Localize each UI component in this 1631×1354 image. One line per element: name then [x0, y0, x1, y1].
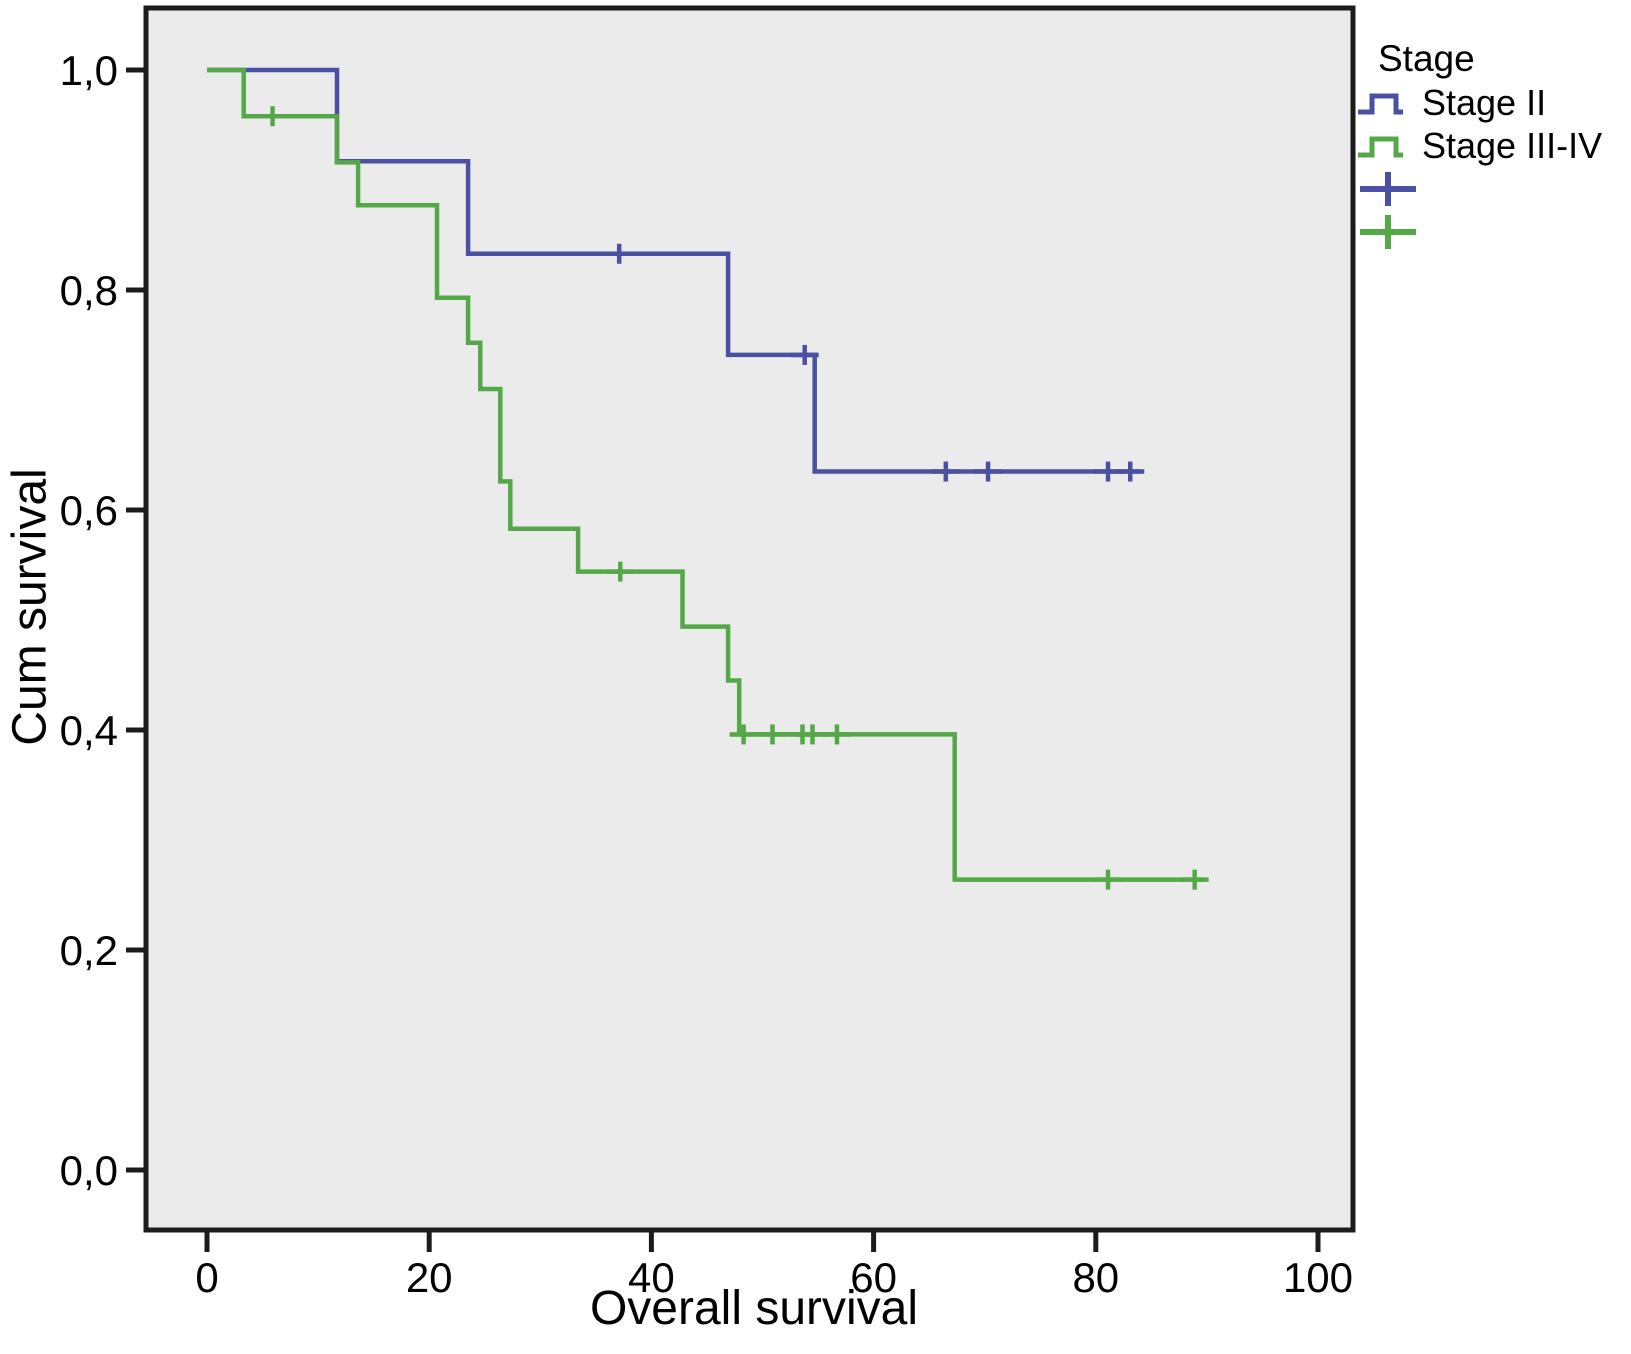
- legend-item-stage-ii: Stage II: [1356, 81, 1631, 124]
- censor-mark: [758, 724, 787, 745]
- censor-mark: [822, 724, 851, 745]
- y-tick-label: 0,4: [60, 707, 118, 754]
- x-tick-label: 20: [406, 1254, 453, 1301]
- censor-mark: [258, 106, 287, 127]
- plus-censor-icon: [1360, 171, 1416, 206]
- legend-item-stage-iii-iv: Stage III-IV: [1356, 124, 1631, 167]
- y-axis-title: Cum survival: [3, 468, 57, 746]
- plot-area: [146, 8, 1353, 1230]
- legend-item-label: Stage III-IV: [1422, 124, 1603, 166]
- y-tick-label: 0,0: [60, 1147, 118, 1194]
- censor-mark: [1116, 461, 1145, 482]
- censor-mark: [798, 724, 827, 745]
- plot-border: [143, 5, 1356, 1233]
- legend-item-stage-iii-iv-censored: [1356, 210, 1631, 253]
- y-tick-label: 0,6: [60, 487, 118, 534]
- y-axis: 0,0 0,2 0,4 0,6 0,8 1,0: [60, 47, 146, 1194]
- legend: Stage Stage II Stage III-IV: [1356, 40, 1631, 253]
- y-tick-label: 1,0: [60, 47, 118, 94]
- x-tick-label: 80: [1072, 1254, 1119, 1301]
- survival-curve: [207, 67, 1204, 882]
- x-tick-label: 60: [850, 1254, 897, 1301]
- censor-mark: [605, 243, 634, 264]
- x-axis: 0 20 40 60 80 100: [195, 1230, 1353, 1301]
- censor-mark: [606, 561, 635, 582]
- x-tick-label: 0: [195, 1254, 218, 1301]
- censor-mark: [974, 461, 1003, 482]
- censor-mark: [1180, 869, 1209, 890]
- censor-mark: [931, 461, 960, 482]
- step-line-icon: [1358, 93, 1403, 114]
- x-axis-title: Overall survival: [589, 1282, 919, 1335]
- y-tick-label: 0,8: [60, 267, 118, 314]
- legend-item-stage-ii-censored: [1356, 167, 1631, 210]
- legend-title: Stage: [1378, 38, 1475, 79]
- censor-mark: [1094, 869, 1123, 890]
- censor-mark: [790, 344, 819, 365]
- legend-item-label: Stage II: [1422, 81, 1547, 123]
- x-tick-label: 40: [628, 1254, 675, 1301]
- step-line-icon: [1358, 136, 1403, 157]
- y-tick-label: 0,2: [60, 927, 118, 974]
- censor-mark: [729, 724, 758, 745]
- plus-censor-icon: [1360, 214, 1416, 249]
- x-tick-label: 100: [1283, 1254, 1353, 1301]
- series-stage-iii-iv: [207, 67, 1209, 890]
